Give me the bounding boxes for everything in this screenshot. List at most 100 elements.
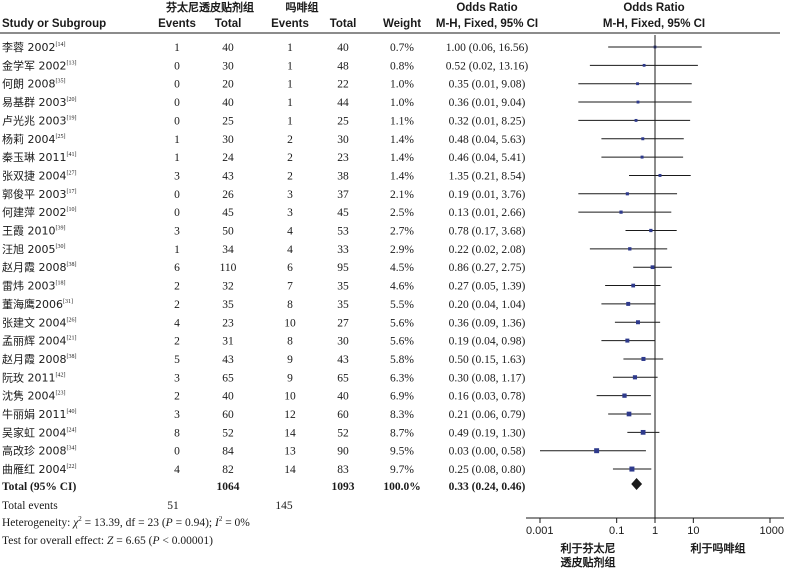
point-estimate bbox=[594, 448, 600, 454]
total-weight: 100.0% bbox=[383, 481, 420, 493]
study-ref: [34] bbox=[67, 446, 77, 452]
total-e: 40 bbox=[222, 42, 234, 54]
total-e: 30 bbox=[222, 60, 234, 72]
study-name: 王霞 2010[39] bbox=[2, 225, 66, 238]
group-control: 吗啡组 bbox=[286, 0, 319, 14]
study-name: 吴家虹 2004[24] bbox=[2, 425, 77, 439]
weight: 9.7% bbox=[390, 464, 414, 476]
weight: 9.5% bbox=[390, 446, 414, 458]
plot-area: 0.001 0.1 1 10 1000 bbox=[526, 35, 784, 537]
study-ref: [26] bbox=[67, 317, 77, 323]
events-c: 8 bbox=[287, 299, 293, 311]
total-c: 30 bbox=[337, 336, 349, 348]
total-e: 30 bbox=[222, 134, 234, 146]
events-e: 5 bbox=[174, 354, 180, 366]
study-name: 雷炜 2003[18] bbox=[2, 279, 66, 293]
study-ref: [38] bbox=[67, 262, 77, 268]
total-e: 40 bbox=[222, 97, 234, 109]
events-c: 1 bbox=[287, 79, 293, 91]
study-ref: [13] bbox=[67, 60, 77, 66]
total-label: Total (95% CI) bbox=[2, 481, 76, 493]
study-name: 郭俊平 2003[17] bbox=[2, 187, 77, 201]
events-c: 1 bbox=[287, 42, 293, 54]
total-e: 110 bbox=[220, 262, 237, 274]
ci-text: 0.78 (0.17, 3.68) bbox=[449, 226, 526, 238]
ci-text: 1.00 (0.06, 16.56) bbox=[446, 42, 529, 54]
study-ref: [23] bbox=[56, 391, 66, 397]
events-e: 3 bbox=[174, 372, 180, 384]
weight: 2.1% bbox=[390, 189, 414, 201]
events-e: 1 bbox=[174, 134, 180, 146]
total-e: 43 bbox=[222, 354, 234, 366]
total-c: 30 bbox=[337, 134, 349, 146]
events-e: 0 bbox=[174, 207, 180, 219]
point-estimate bbox=[635, 320, 640, 325]
weight: 1.1% bbox=[390, 115, 414, 127]
total-diamond bbox=[631, 478, 643, 490]
events-e: 0 bbox=[174, 60, 180, 72]
point-estimate bbox=[650, 265, 655, 270]
weight: 5.5% bbox=[390, 299, 414, 311]
total-ci-text: 0.33 (0.24, 0.46) bbox=[449, 481, 526, 493]
events-c: 2 bbox=[287, 134, 293, 146]
plot-title: Odds Ratio bbox=[623, 2, 684, 14]
weight: 5.8% bbox=[390, 354, 414, 366]
study-ref: [10] bbox=[67, 207, 77, 213]
weight: 1.0% bbox=[390, 79, 414, 91]
group-experimental: 芬太尼透皮贴剂组 bbox=[165, 0, 254, 14]
total-e: 50 bbox=[222, 226, 234, 238]
total-c: 65 bbox=[337, 372, 349, 384]
total-events-label: Total events bbox=[2, 500, 58, 512]
events-e: 2 bbox=[174, 281, 180, 293]
total-e: 24 bbox=[222, 152, 234, 164]
total-e: 45 bbox=[222, 207, 234, 219]
study-name: 曲雁红 2004[22] bbox=[2, 463, 77, 476]
study-name: 秦玉琳 2011[41] bbox=[2, 150, 77, 164]
events-e: 3 bbox=[174, 170, 180, 182]
weight: 8.7% bbox=[390, 427, 414, 439]
study-ref: [41] bbox=[67, 152, 77, 158]
events-c: 10 bbox=[284, 391, 296, 403]
point-estimate bbox=[622, 393, 627, 398]
events-e: 1 bbox=[174, 244, 180, 256]
ci-text: 0.19 (0.01, 3.76) bbox=[449, 189, 526, 201]
weight: 8.3% bbox=[390, 409, 414, 421]
x-tick-label: 1 bbox=[652, 525, 658, 537]
weight: 2.7% bbox=[390, 226, 414, 238]
study-name: 孟丽辉 2004[21] bbox=[2, 335, 77, 348]
ci-text: 0.52 (0.02, 13.16) bbox=[446, 60, 529, 72]
events-e: 2 bbox=[174, 336, 180, 348]
events-e: 0 bbox=[174, 115, 180, 127]
total-c: 22 bbox=[337, 79, 349, 91]
point-estimate bbox=[631, 283, 636, 288]
study-name: 赵月霞 2008[38] bbox=[2, 352, 77, 366]
total-total-c: 1093 bbox=[332, 481, 355, 493]
study-name: 金学军 2002[13] bbox=[2, 58, 77, 72]
ci-text: 0.36 (0.01, 9.04) bbox=[449, 97, 526, 109]
events-c: 1 bbox=[287, 115, 293, 127]
weight: 0.7% bbox=[390, 42, 414, 54]
total-c: 35 bbox=[337, 299, 349, 311]
events-c: 14 bbox=[284, 464, 296, 476]
events-c: 13 bbox=[284, 446, 296, 458]
total-e: 43 bbox=[222, 170, 234, 182]
study-name: 何建萍 2002[10] bbox=[2, 205, 77, 219]
total-total-e: 1064 bbox=[217, 481, 240, 493]
study-ref: [19] bbox=[67, 115, 77, 121]
events-c: 6 bbox=[287, 262, 293, 274]
col-method: M-H, Fixed, 95% CI bbox=[436, 18, 538, 30]
ci-text: 0.21 (0.06, 0.79) bbox=[449, 409, 526, 421]
ci-text: 0.13 (0.01, 2.66) bbox=[449, 207, 526, 219]
point-estimate bbox=[626, 411, 632, 417]
point-estimate bbox=[636, 100, 640, 104]
ci-text: 0.19 (0.04, 0.98) bbox=[449, 336, 526, 348]
events-c: 9 bbox=[287, 354, 293, 366]
col-study: Study or Subgroup bbox=[2, 18, 106, 30]
point-estimate bbox=[625, 338, 630, 343]
study-ref: [40] bbox=[67, 409, 77, 415]
total-e: 34 bbox=[222, 244, 234, 256]
ci-text: 0.22 (0.02, 2.08) bbox=[449, 244, 526, 256]
total-c: 27 bbox=[337, 317, 349, 329]
total-c: 95 bbox=[337, 262, 349, 274]
